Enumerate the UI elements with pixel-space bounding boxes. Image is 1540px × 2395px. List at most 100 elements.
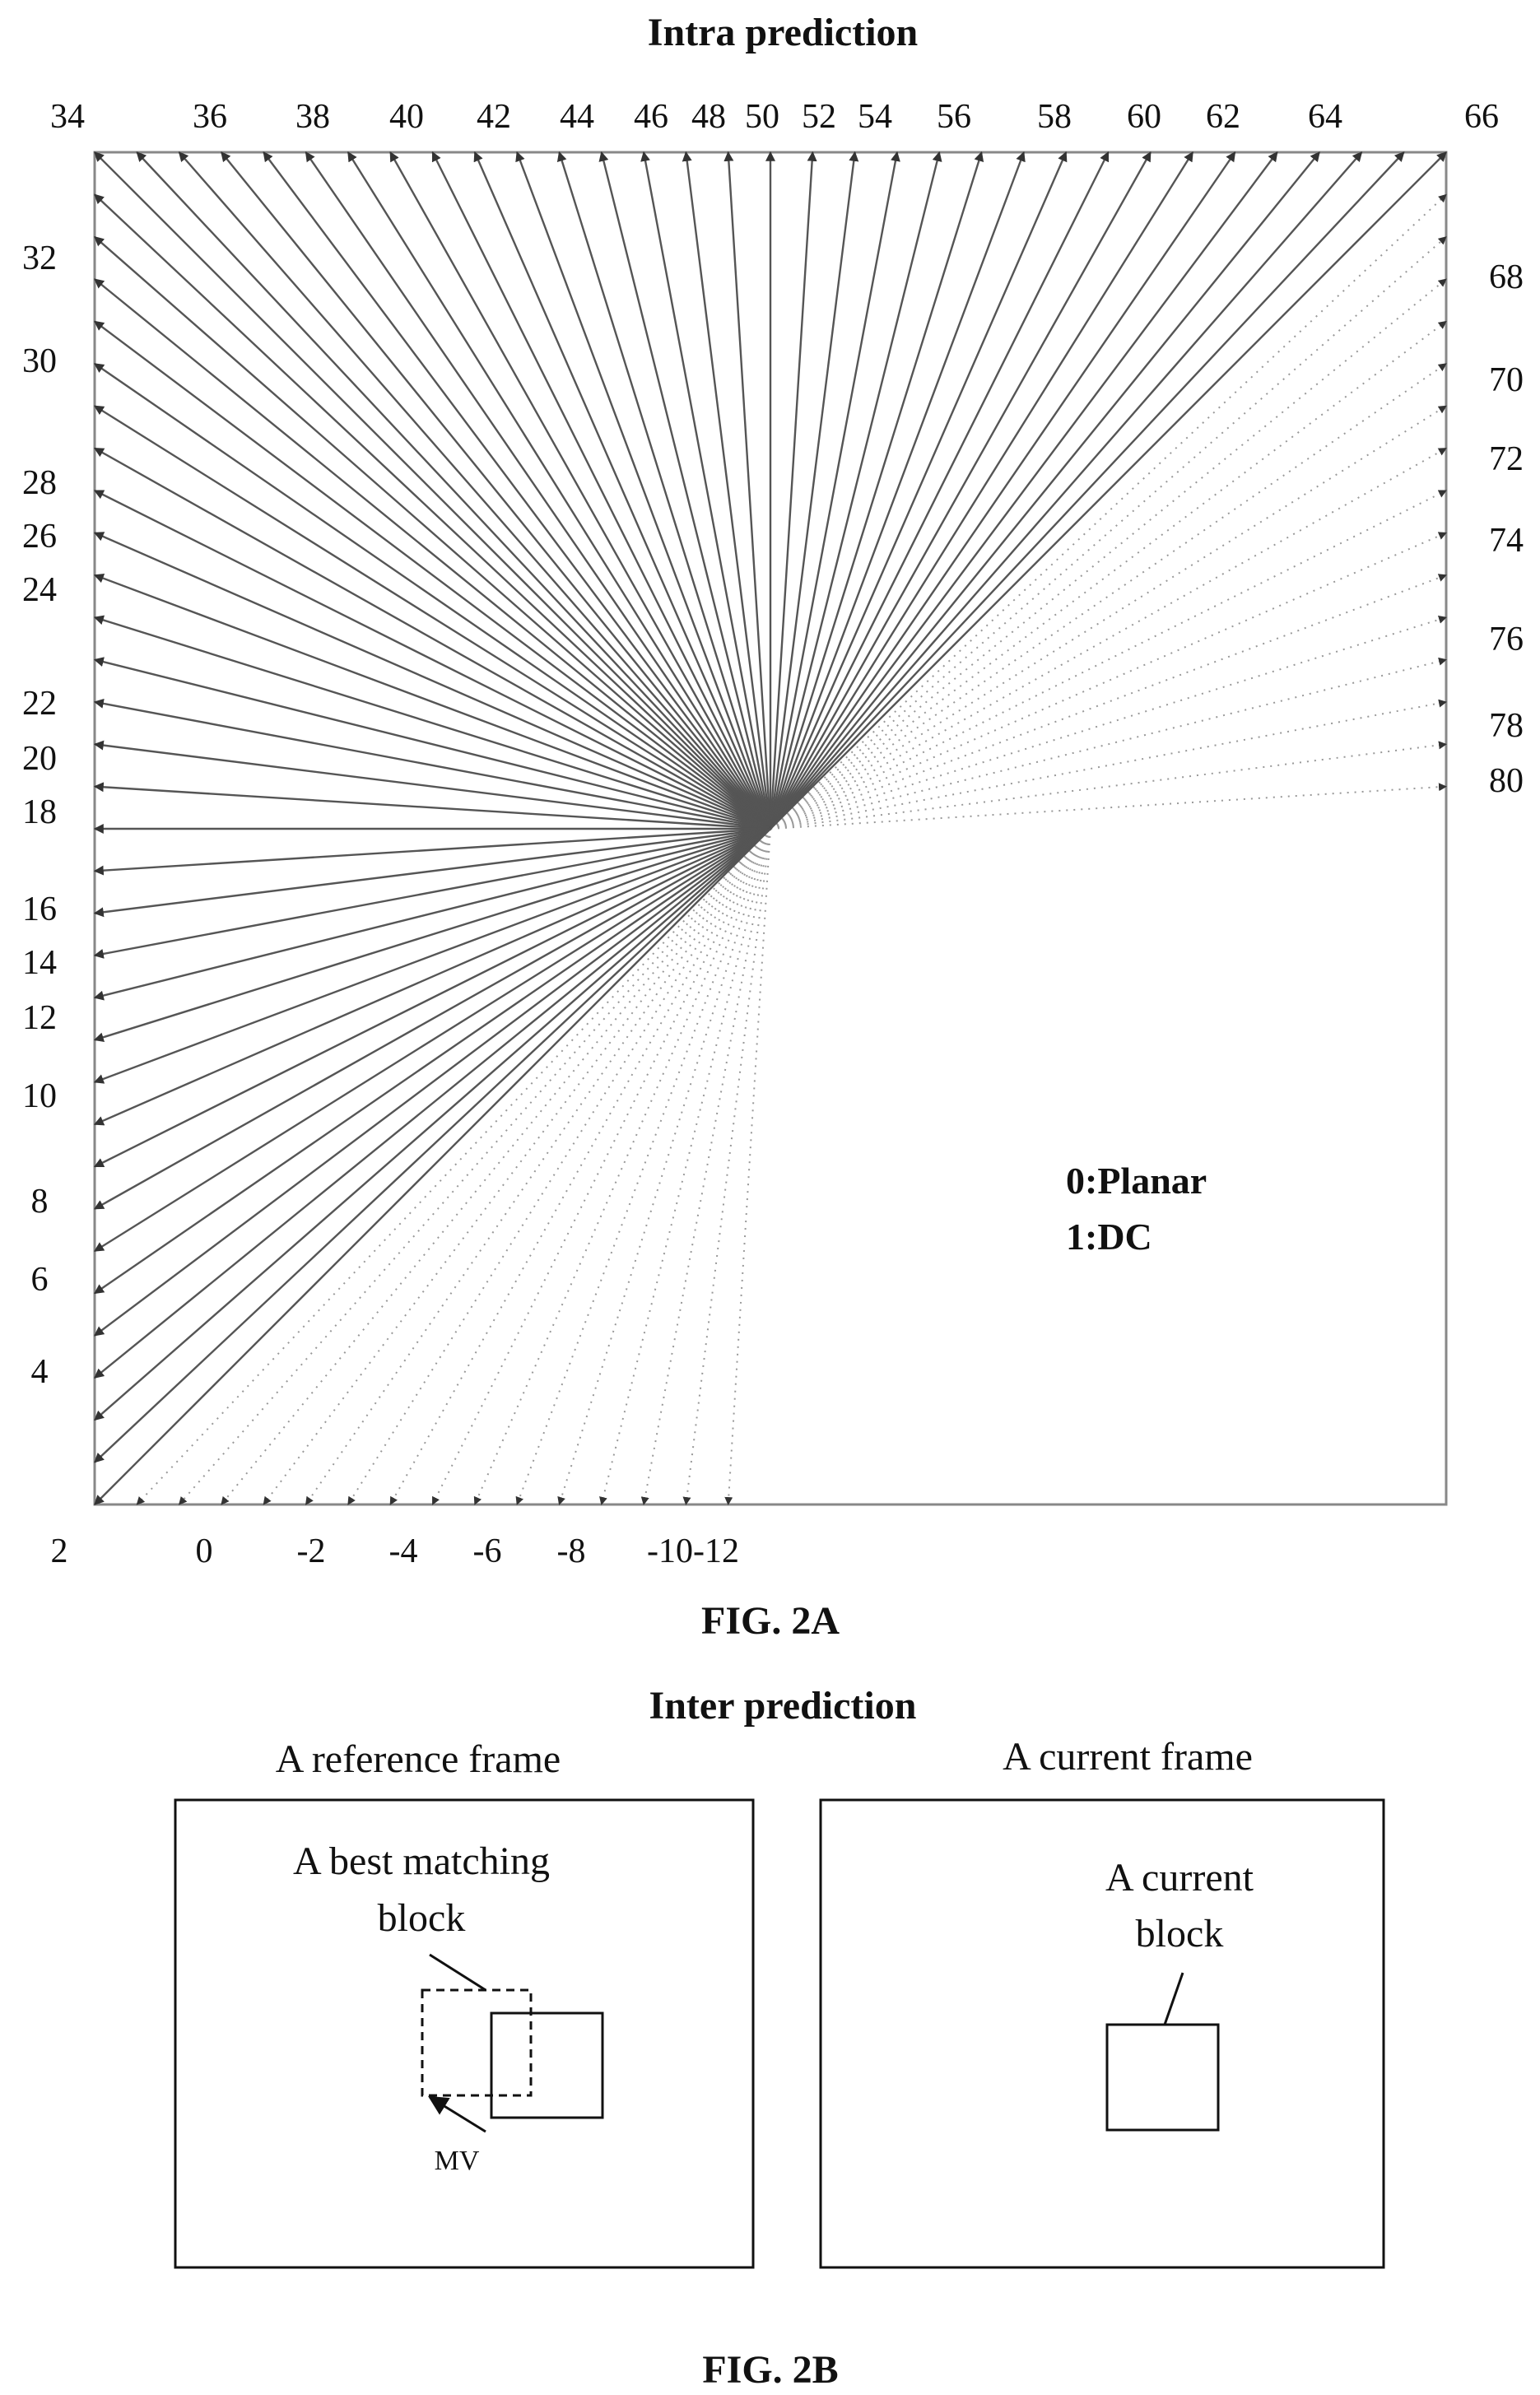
direction-arrow [93,827,771,1253]
wide-angle-direction-arrow [599,828,771,1505]
direction-arrow [93,532,771,830]
mode-label-60: 60 [1127,98,1161,136]
wide-angle-direction-arrow [770,490,1447,830]
current-frame [819,1798,1385,2269]
mode-label-22: 22 [22,685,57,723]
mode-label-50: 50 [745,98,779,136]
direction-arrow [93,827,771,1210]
direction-arrow [515,151,772,830]
mode-label-78: 78 [1489,707,1524,745]
direction-arrow [769,151,900,830]
bottom-mode-labels: 2 0 -2 -4 -6 -8 -10-12 [51,1532,739,1570]
mode-label-72: 72 [1489,440,1524,478]
mode-label-42: 42 [477,98,511,136]
direction-arrow [93,827,771,918]
mode-label-24: 24 [22,571,57,609]
direction-arrow [389,151,772,830]
direction-arrow [93,827,771,1168]
current-block-label-line1: A current [1105,1856,1254,1900]
best-block-leader-line [429,1953,486,1992]
mode-label-2: 2 [51,1532,68,1570]
mode-label-70: 70 [1489,361,1524,399]
fig-2b-caption: FIG. 2B [702,2348,838,2392]
mode-label-30: 30 [22,342,57,380]
mode-label-58: 58 [1037,98,1072,136]
direction-arrow [94,151,771,830]
direction-arrow [93,447,771,830]
direction-arrow [770,151,1320,830]
direction-arrow [770,151,1278,830]
dotted-reference-lines [136,193,1447,1505]
legend-dc: 1:DC [1066,1216,1152,1258]
direction-arrow [221,151,771,830]
wide-angle-direction-arrow [389,828,771,1505]
best-block-label-line2: block [378,1896,466,1940]
current-frame-label: A current frame [1003,1735,1253,1779]
wide-angle-direction-arrow [770,741,1447,830]
mode-label-74: 74 [1489,522,1524,560]
direction-arrow [93,698,771,830]
mode-label-neg10-neg12: -10-12 [647,1532,739,1570]
mode-label-20: 20 [22,740,57,778]
left-mode-labels: 32 30 28 26 24 22 20 18 16 14 12 10 8 6 … [22,240,57,1391]
direction-arrow [94,828,771,1379]
mode-label-neg6: -6 [473,1532,502,1570]
mode-label-16: 16 [22,891,57,928]
direction-arrow [93,782,771,830]
direction-arrow [136,151,771,830]
mode-label-76: 76 [1489,621,1524,658]
fig-2a-caption: FIG. 2A [701,1599,840,1643]
direction-arrow [263,151,771,830]
direction-arrow [769,151,1110,830]
direction-arrow [770,151,1363,830]
wide-angle-direction-arrow [770,235,1447,830]
current-block [1105,2023,1220,2132]
mv-label: MV [435,2146,480,2176]
direction-arrow [93,615,771,830]
right-mode-labels: 68 70 72 74 76 78 80 [1489,258,1524,800]
mode-label-38: 38 [295,98,330,136]
current-block-leader-line [1163,1972,1184,2025]
direction-arrow [473,151,772,830]
top-mode-labels: 34 36 38 40 42 44 46 48 50 52 54 56 58 6… [50,98,1499,136]
direction-arrow [94,828,771,1421]
mode-label-54: 54 [858,98,892,136]
direction-arrow [598,151,772,830]
direction-arrow [769,151,1152,830]
wide-angle-direction-arrow [263,828,771,1505]
direction-arrow [94,828,771,1337]
mode-label-62: 62 [1206,98,1240,136]
direction-arrow [770,151,1405,830]
current-block-label-line2: block [1136,1912,1224,1956]
mode-label-80: 80 [1489,762,1524,800]
wide-angle-direction-arrow [431,828,771,1505]
wide-angle-direction-arrow [770,574,1447,830]
co-located-block [490,2011,604,2119]
direction-arrow [769,151,942,830]
wide-angle-direction-arrow [770,783,1447,830]
mode-label-32: 32 [22,240,57,277]
wide-angle-direction-arrow [221,828,771,1505]
direction-arrow [93,827,771,1126]
mode-label-8: 8 [31,1183,49,1221]
direction-arrow [94,235,771,830]
fig-2a-title: Intra prediction [648,11,918,54]
mode-label-neg4: -4 [389,1532,418,1570]
direction-arrow [93,489,771,830]
wide-angle-direction-arrow [770,657,1447,830]
direction-arrow [93,827,771,959]
wide-angle-direction-arrow [682,828,771,1505]
reference-frame [174,1798,755,2269]
intra-direction-arrows [93,151,1447,1505]
direction-arrow [769,151,1068,830]
mode-label-neg8: -8 [557,1532,586,1570]
mode-label-12: 12 [22,999,57,1037]
mode-label-46: 46 [634,98,668,136]
direction-arrow [770,151,1447,830]
mode-label-18: 18 [22,793,57,831]
direction-arrow [94,828,771,1463]
direction-arrow [94,193,771,830]
mode-label-4: 4 [31,1353,49,1391]
mode-label-36: 36 [193,98,227,136]
direction-arrow [769,151,859,830]
